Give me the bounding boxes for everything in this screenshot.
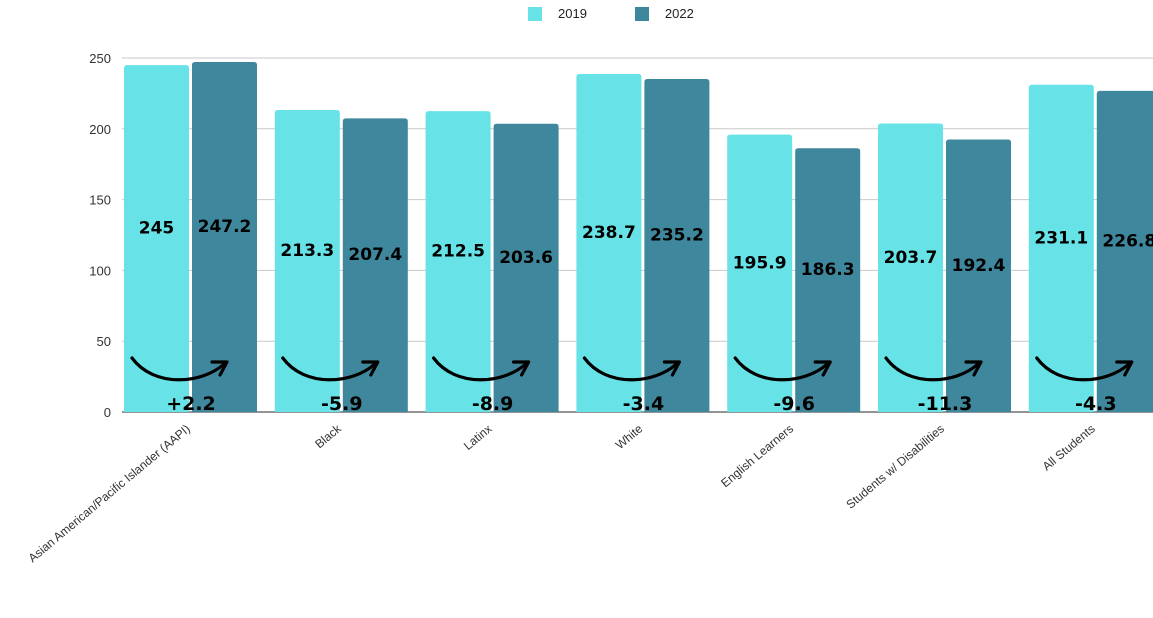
category-label: White (613, 421, 646, 452)
change-label: -3.4 (623, 393, 665, 415)
change-label: -11.3 (918, 393, 973, 415)
curved-arrow (1035, 356, 1131, 382)
y-tick-label: 200 (89, 122, 111, 137)
data-label-2019: 238.7 (582, 223, 636, 243)
data-label-2022: 186.3 (801, 260, 855, 280)
arrow-head (813, 360, 832, 377)
curved-arrow (432, 356, 528, 382)
data-label-2019: 195.9 (733, 253, 787, 273)
change-label: +2.2 (166, 393, 216, 415)
change-label: -9.6 (773, 393, 815, 415)
data-label-2019: 231.1 (1034, 228, 1088, 248)
legend-label-2019: 2019 (558, 6, 587, 21)
curved-arrow (582, 356, 678, 382)
arrow-head (210, 360, 229, 377)
bar-2022 (795, 148, 861, 412)
y-tick-label: 0 (104, 405, 111, 420)
curved-arrow (733, 356, 829, 382)
bar-2019 (878, 123, 943, 413)
data-label-2022: 203.6 (499, 248, 553, 268)
curved-arrow (884, 356, 980, 382)
legend-item-2019: 2019 (528, 6, 587, 21)
bar-2019 (274, 109, 340, 413)
data-label-2019: 213.3 (280, 241, 334, 261)
curved-arrow (130, 356, 226, 382)
y-tick-label: 100 (89, 263, 111, 278)
y-tick-label: 150 (89, 193, 111, 208)
arrow-head (662, 360, 681, 377)
y-tick-label: 250 (89, 51, 111, 66)
legend-item-2022: 2022 (634, 6, 694, 21)
bar-2022 (342, 118, 408, 413)
change-label: -5.9 (321, 393, 363, 415)
arrow-head (1115, 360, 1134, 377)
y-tick-label: 50 (97, 334, 111, 349)
category-label: English Learners (718, 422, 796, 491)
legend: 2019 2022 (528, 6, 742, 21)
bar-2022 (493, 123, 559, 413)
data-label-2019: 245 (139, 219, 175, 239)
data-label-2019: 212.5 (431, 242, 485, 262)
legend-swatch-2022 (634, 6, 649, 21)
data-label-2022: 247.2 (198, 217, 252, 237)
arrow-head (361, 360, 380, 377)
bar-2022 (644, 78, 710, 413)
data-label-2022: 235.2 (650, 225, 704, 245)
bar-2022 (946, 139, 1011, 413)
category-label: All Students (1040, 422, 1098, 474)
bar-2022 (1096, 90, 1153, 412)
bar-2019 (1028, 84, 1094, 413)
category-label: Asian American/Pacific Islander (AAPI) (26, 422, 193, 566)
arrow-head (512, 360, 531, 377)
category-label: Black (312, 421, 344, 451)
bar-2019 (124, 65, 189, 412)
bar-2019 (576, 74, 642, 413)
legend-swatch-2019 (528, 6, 542, 21)
change-label: -4.3 (1075, 393, 1117, 415)
category-label: Students w/ Disabilities (843, 422, 947, 512)
legend-label-2022: 2022 (664, 6, 694, 21)
category-label: Latinx (461, 422, 495, 453)
curved-arrow (281, 356, 377, 382)
change-label: -8.9 (472, 393, 514, 415)
bar-2019 (425, 111, 491, 412)
data-label-2022: 226.8 (1102, 231, 1153, 251)
data-label-2022: 207.4 (348, 245, 402, 265)
arrow-head (964, 360, 983, 377)
data-label-2022: 192.4 (952, 256, 1006, 276)
bar-2022 (192, 61, 257, 412)
data-label-2019: 203.7 (884, 248, 938, 268)
bar-2019 (727, 134, 793, 413)
